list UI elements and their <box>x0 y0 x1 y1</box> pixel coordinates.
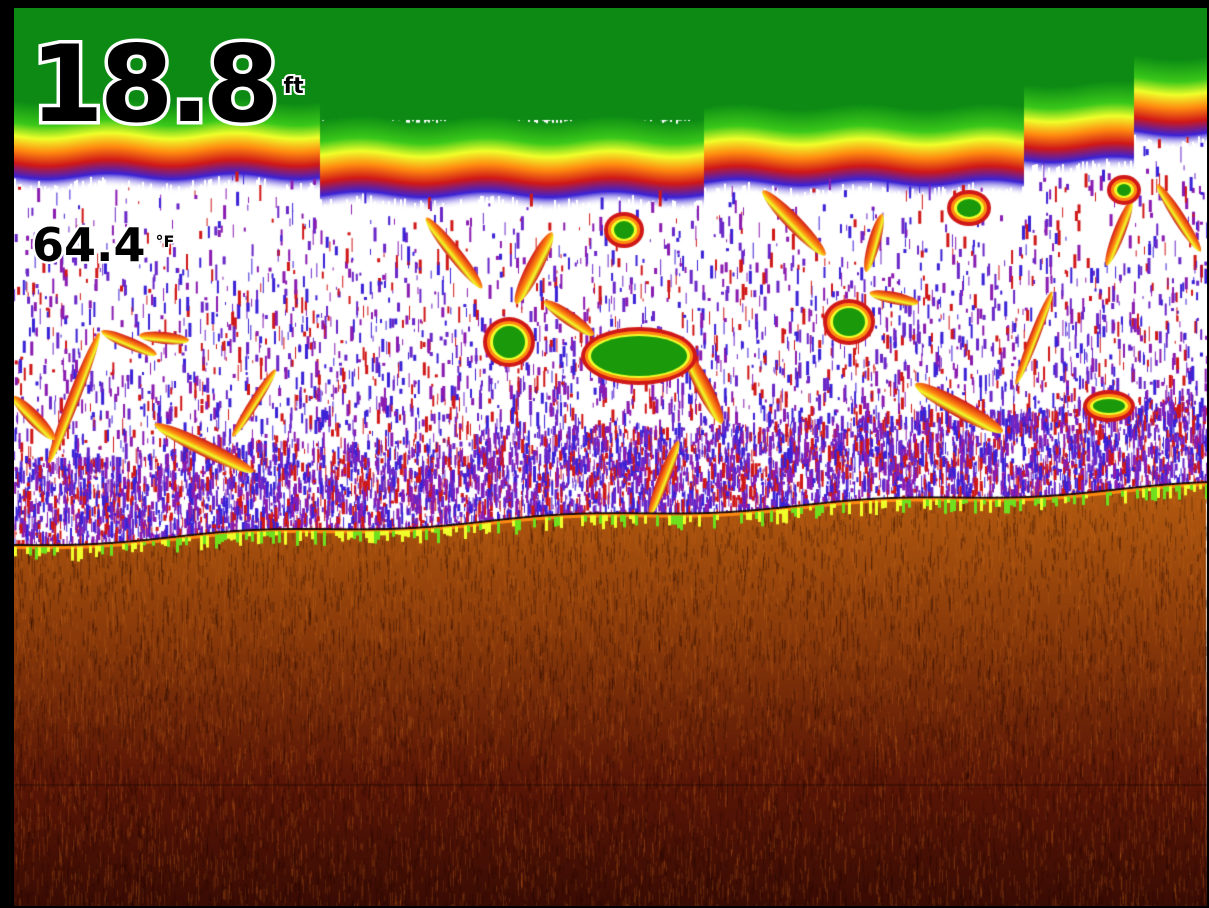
sonar-view <box>14 8 1207 906</box>
